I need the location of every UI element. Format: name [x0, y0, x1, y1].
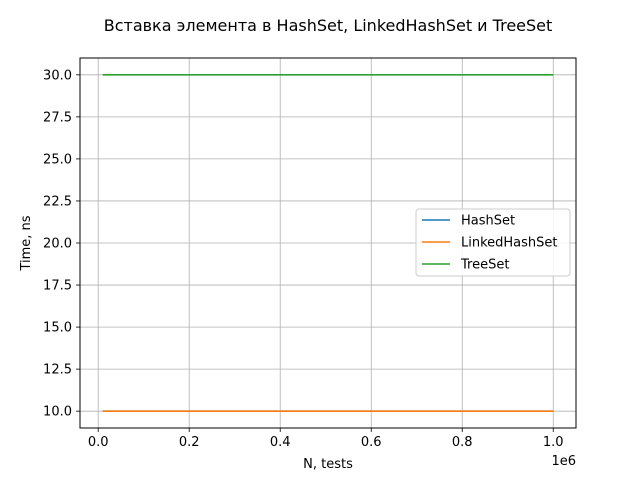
x-offset-label: 1e6 — [551, 454, 576, 469]
y-tick-label: 15.0 — [43, 321, 72, 336]
legend-box — [415, 208, 571, 277]
x-tick-label: 0.2 — [179, 435, 200, 450]
y-tick-label: 27.5 — [43, 110, 72, 125]
y-tick-label: 30.0 — [43, 68, 72, 83]
legend-label-treeset: TreeSet — [460, 258, 509, 273]
y-tick-label: 20.0 — [43, 237, 72, 252]
y-tick-label: 10.0 — [43, 405, 72, 420]
series-lines — [102, 74, 554, 412]
legend-label-hashset: HashSet — [461, 214, 515, 229]
x-tick-label: 0.4 — [270, 435, 291, 450]
x-axis-label: N, tests — [303, 457, 353, 472]
x-tick-label: 0.8 — [452, 435, 473, 450]
x-axis-ticks: 0.0 0.2 0.4 0.6 0.8 1.0 — [88, 428, 564, 450]
legend: HashSet LinkedHashSet TreeSet — [415, 208, 571, 277]
x-tick-label: 0.6 — [361, 435, 382, 450]
legend-label-linkedhashset: LinkedHashSet — [461, 236, 558, 251]
x-tick-label: 0.0 — [88, 435, 109, 450]
y-axis-label: Time, ns — [19, 215, 34, 271]
chart-title: Вставка элемента в HashSet, LinkedHashSe… — [104, 16, 553, 35]
x-tick-label: 1.0 — [543, 435, 564, 450]
y-tick-label: 12.5 — [43, 363, 72, 378]
y-tick-label: 22.5 — [43, 194, 72, 209]
y-axis-ticks: 10.0 12.5 15.0 17.5 20.0 22.5 25.0 27.5 30.0 — [43, 68, 80, 420]
y-tick-label: 25.0 — [43, 152, 72, 167]
y-tick-label: 17.5 — [43, 279, 72, 294]
